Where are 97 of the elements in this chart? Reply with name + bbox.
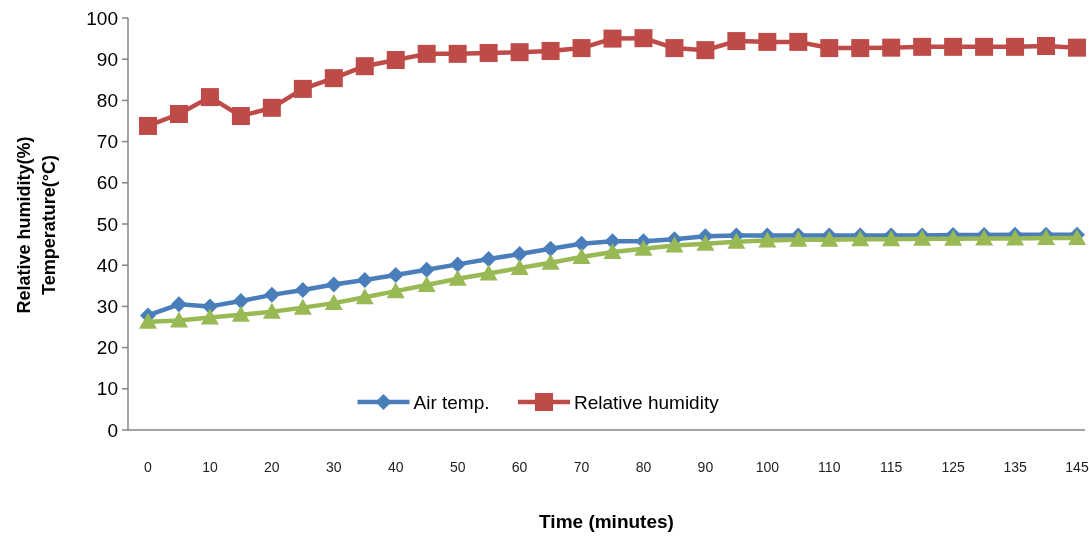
- y-tick-label: 80: [96, 90, 118, 112]
- point: [170, 296, 187, 313]
- point: [511, 246, 528, 263]
- point: [665, 236, 684, 253]
- y-tick-label: 90: [96, 48, 118, 70]
- point: [169, 105, 188, 123]
- x-tick-label: 0: [144, 459, 153, 475]
- point: [758, 32, 777, 51]
- point: [231, 305, 250, 322]
- point: [449, 256, 466, 273]
- point: [263, 286, 280, 303]
- point: [541, 253, 560, 270]
- y-tick-label: 30: [96, 296, 118, 318]
- point: [139, 116, 157, 135]
- point: [324, 69, 343, 88]
- point: [387, 267, 404, 284]
- point: [727, 32, 746, 51]
- y-tick-label: 10: [96, 378, 118, 400]
- point: [1006, 37, 1025, 56]
- legend-label: Air temp.: [413, 391, 490, 413]
- x-tick-label: 60: [511, 459, 528, 475]
- point: [325, 276, 342, 293]
- y-tick-label: 0: [107, 419, 118, 441]
- x-tick-label: 70: [573, 459, 590, 475]
- point: [418, 261, 435, 278]
- point: [603, 243, 622, 260]
- point: [665, 39, 684, 58]
- point: [480, 251, 497, 268]
- point: [417, 44, 436, 63]
- x-tick-label: 50: [449, 459, 466, 475]
- y-tick-label: 70: [96, 131, 118, 153]
- y-tick-label: 100: [86, 7, 118, 29]
- point: [324, 294, 343, 311]
- point: [1037, 37, 1056, 56]
- y-tick-label: 20: [96, 337, 118, 359]
- point: [727, 232, 746, 249]
- point: [944, 37, 963, 56]
- point: [541, 41, 560, 60]
- point: [479, 44, 498, 63]
- x-tick-label: 20: [264, 459, 280, 475]
- point: [634, 239, 653, 256]
- x-tick-label: 80: [635, 459, 652, 475]
- point: [262, 98, 281, 117]
- point: [356, 272, 373, 289]
- point: [200, 88, 219, 107]
- point: [200, 308, 219, 325]
- point: [573, 235, 590, 252]
- point: [294, 281, 311, 298]
- x-tick-label: 115: [880, 459, 903, 475]
- point: [448, 269, 467, 286]
- point: [139, 312, 157, 329]
- x-tick-label: 110: [818, 459, 841, 475]
- y-tick-label: 40: [96, 254, 118, 276]
- point: [603, 29, 622, 48]
- point: [479, 264, 498, 281]
- y-axis-title: Relative humidity(%) Temperature(°C): [14, 136, 59, 314]
- y-tick-label: 60: [96, 172, 118, 194]
- point: [1068, 38, 1086, 57]
- point: [510, 43, 529, 62]
- point: [355, 288, 374, 305]
- point: [913, 37, 932, 56]
- x-tick-label: 40: [387, 459, 404, 475]
- x-tick-label: 100: [755, 459, 780, 475]
- x-axis-title: Time (minutes): [539, 511, 674, 532]
- point: [386, 282, 405, 299]
- point: [542, 240, 559, 257]
- point: [789, 32, 808, 51]
- point: [882, 38, 901, 57]
- point: [634, 29, 653, 48]
- point: [572, 39, 591, 58]
- point: [262, 302, 281, 319]
- x-tick-label: 135: [1003, 459, 1027, 475]
- point: [417, 275, 436, 292]
- x-tick-label: 30: [326, 459, 342, 475]
- point: [201, 298, 218, 315]
- point: [696, 41, 715, 60]
- point: [975, 37, 994, 56]
- legend-label: Relative humidity: [574, 391, 720, 413]
- x-tick-label: 125: [941, 459, 966, 475]
- point: [820, 39, 839, 58]
- point: [510, 259, 529, 276]
- point: [572, 247, 591, 264]
- point: [169, 311, 188, 328]
- x-tick-label: 90: [697, 459, 714, 475]
- point: [293, 298, 312, 315]
- x-tick-label: 10: [202, 459, 218, 475]
- x-tick-label: 145: [1065, 459, 1089, 475]
- point: [355, 57, 374, 76]
- point: [232, 293, 249, 310]
- point: [758, 231, 777, 248]
- point: [696, 234, 715, 251]
- point: [231, 107, 250, 126]
- point: [293, 79, 312, 98]
- point: [448, 44, 467, 63]
- point: [386, 51, 405, 70]
- y-tick-label: 50: [96, 213, 118, 235]
- point: [851, 39, 870, 58]
